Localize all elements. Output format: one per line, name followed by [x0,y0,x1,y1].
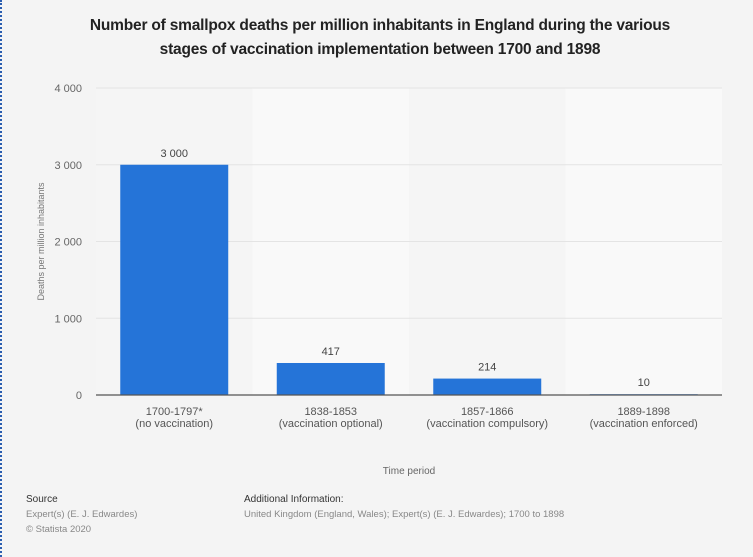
bar-value-label: 417 [322,346,340,358]
bar-value-label: 10 [638,377,650,389]
x-tick-label: (no vaccination) [135,418,213,430]
x-tick-label: 1838-1853 [304,406,357,418]
bar [120,164,229,395]
y-tick-label: 4 000 [54,83,82,95]
window-edge [0,0,2,557]
x-tick-label: 1857-1866 [461,406,514,418]
additional-info-text: United Kingdom (England, Wales); Expert(… [244,509,565,520]
x-tick-label: (vaccination enforced) [590,418,698,430]
x-axis-title: Time period [383,466,435,477]
source-line-2: © Statista 2020 [26,524,92,535]
y-axis-title: Deaths per million inhabitants [36,182,46,301]
source-line-1: Expert(s) (E. J. Edwardes) [26,509,138,520]
y-tick-label: 2 000 [54,237,82,249]
y-tick-label: 1 000 [54,313,82,325]
bar-value-label: 214 [478,362,496,374]
bar [276,362,385,395]
x-tick-label: (vaccination compulsory) [426,418,548,430]
chart-title-line-1: Number of smallpox deaths per million in… [89,17,671,34]
chart-title-line-2: stages of vaccination implementation bet… [159,41,601,58]
source-heading: Source [26,494,58,505]
additional-info-heading: Additional Information: [244,494,344,505]
chart-title: Number of smallpox deaths per million in… [40,14,720,62]
x-tick-label: 1700-1797* [146,406,204,418]
bar-value-label: 3 000 [160,148,188,160]
additional-info-block: Additional Information: United Kingdom (… [244,494,564,521]
y-tick-label: 0 [76,390,82,402]
bar [433,378,542,395]
source-block: Source Expert(s) (E. J. Edwardes) © Stat… [26,494,137,536]
x-tick-label: (vaccination optional) [279,418,383,430]
x-tick-label: 1889-1898 [617,406,670,418]
y-tick-label: 3 000 [54,160,82,172]
